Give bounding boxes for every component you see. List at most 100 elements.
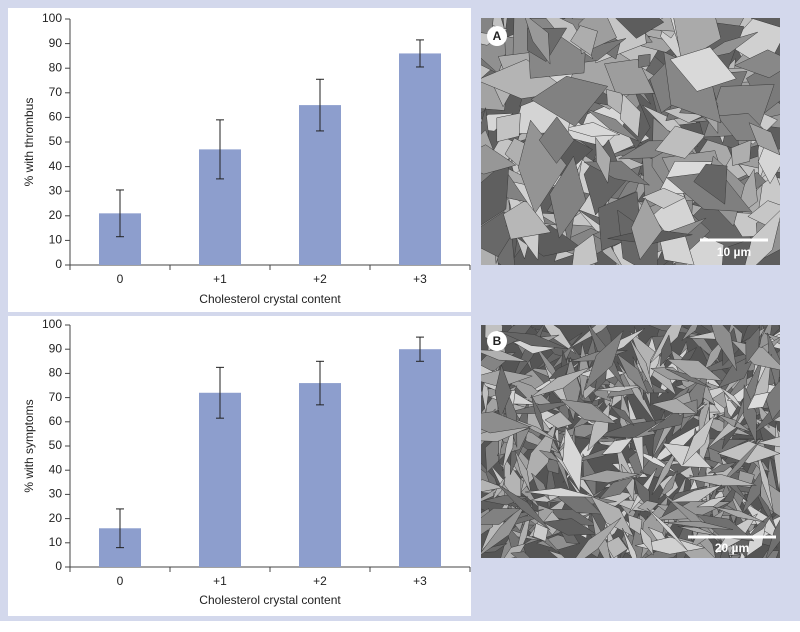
- y-tick-label: 80: [49, 366, 63, 380]
- sem-shard: [744, 210, 780, 265]
- sem-shard: [530, 367, 591, 398]
- y-axis-label: % with symptoms: [22, 399, 36, 492]
- sem-shard: [520, 422, 557, 493]
- sem-shard: [496, 483, 551, 531]
- sem-shard: [748, 122, 780, 156]
- y-tick-label: 40: [49, 462, 63, 476]
- x-axis-label: Cholesterol crystal content: [199, 292, 341, 306]
- x-tick-label: +1: [213, 574, 227, 588]
- sem-shard: [622, 527, 638, 558]
- y-tick-label: 0: [55, 257, 62, 271]
- sem-shard: [638, 525, 654, 556]
- sem-shard: [595, 136, 611, 185]
- sem-shard: [615, 18, 665, 39]
- sem-shard: [713, 506, 765, 523]
- sem-shard: [650, 398, 698, 414]
- x-tick-label: +3: [413, 574, 427, 588]
- sem-shard: [572, 233, 599, 265]
- sem-shard: [745, 326, 760, 365]
- sem-shard: [641, 187, 686, 209]
- y-tick-label: 90: [49, 36, 63, 50]
- sem-texture: [481, 18, 780, 265]
- sem-shard: [570, 25, 598, 56]
- x-tick-label: 0: [117, 574, 124, 588]
- sem-shard: [503, 199, 552, 240]
- sem-shard: [558, 398, 618, 425]
- y-tick-label: 50: [49, 134, 63, 148]
- sem-shard: [562, 426, 583, 493]
- error-bar: [116, 508, 124, 549]
- sem-shard: [481, 500, 529, 556]
- error-bar: [116, 189, 124, 238]
- sem-shard: [707, 462, 737, 474]
- sem-shard: [608, 404, 635, 426]
- y-tick-label: 0: [55, 559, 62, 573]
- sem-shard: [665, 368, 711, 388]
- sem-shard: [693, 163, 728, 205]
- bar: [299, 105, 341, 265]
- sem-shard: [651, 446, 679, 496]
- sem-shard: [673, 18, 722, 64]
- sem-shard: [548, 362, 571, 380]
- sem-shard: [682, 414, 716, 466]
- sem-shard: [658, 470, 678, 500]
- sem-shard: [627, 514, 643, 535]
- sem-shard: [746, 391, 770, 410]
- y-tick-label: 90: [49, 341, 63, 355]
- sem-shard: [734, 354, 764, 428]
- sem-shard: [619, 93, 641, 138]
- sem-shard: [590, 495, 635, 537]
- sem-shard: [514, 450, 532, 494]
- sem-shard: [635, 536, 705, 555]
- sem-shard: [575, 517, 622, 558]
- sem-shard: [631, 197, 663, 261]
- y-tick-label: 80: [49, 60, 63, 74]
- y-axis-label: % with thrombus: [22, 98, 36, 187]
- y-tick-label: 100: [42, 11, 62, 25]
- y-tick-label: 10: [49, 535, 63, 549]
- sem-shard: [755, 447, 774, 513]
- sem-shard: [543, 325, 576, 354]
- sem-shard: [765, 519, 780, 558]
- image-label-badge: [487, 26, 507, 46]
- error-bar: [216, 366, 224, 419]
- sem-shard: [628, 337, 655, 394]
- x-axis-label: Cholesterol crystal content: [199, 593, 341, 607]
- sem-shard: [637, 500, 660, 513]
- image-label-badge: [487, 331, 507, 351]
- image-label: B: [493, 334, 502, 348]
- sem-shard: [532, 522, 549, 542]
- sem-shard: [481, 507, 522, 525]
- sem-shard: [564, 122, 621, 137]
- sem-shard: [594, 385, 643, 392]
- sem-shard: [524, 18, 551, 65]
- sem-shard: [711, 325, 738, 371]
- x-tick-label: +3: [413, 272, 427, 286]
- error-bar: [316, 360, 324, 406]
- scale-bar-label: 20 µm: [715, 541, 749, 555]
- sem-shard: [525, 487, 596, 498]
- sem-shard: [649, 366, 690, 382]
- sem-shard: [510, 551, 531, 558]
- sem-shard: [664, 521, 734, 530]
- sem-shard: [669, 46, 737, 92]
- y-tick-label: 70: [49, 390, 63, 404]
- sem-shard: [496, 112, 521, 143]
- sem-shard: [598, 476, 635, 500]
- x-tick-label: 0: [117, 272, 124, 286]
- y-tick-label: 30: [49, 487, 63, 501]
- sem-shard: [538, 116, 575, 164]
- sem-shard: [696, 495, 728, 508]
- sem-shard: [677, 526, 717, 536]
- y-tick-label: 40: [49, 159, 63, 173]
- sem-shard: [669, 484, 723, 503]
- y-tick-label: 100: [42, 317, 62, 331]
- x-tick-label: +2: [313, 272, 327, 286]
- sem-shard: [481, 349, 527, 362]
- bar: [199, 392, 241, 567]
- sem-shard: [535, 534, 581, 550]
- y-tick-label: 20: [49, 208, 63, 222]
- x-tick-label: +2: [313, 574, 327, 588]
